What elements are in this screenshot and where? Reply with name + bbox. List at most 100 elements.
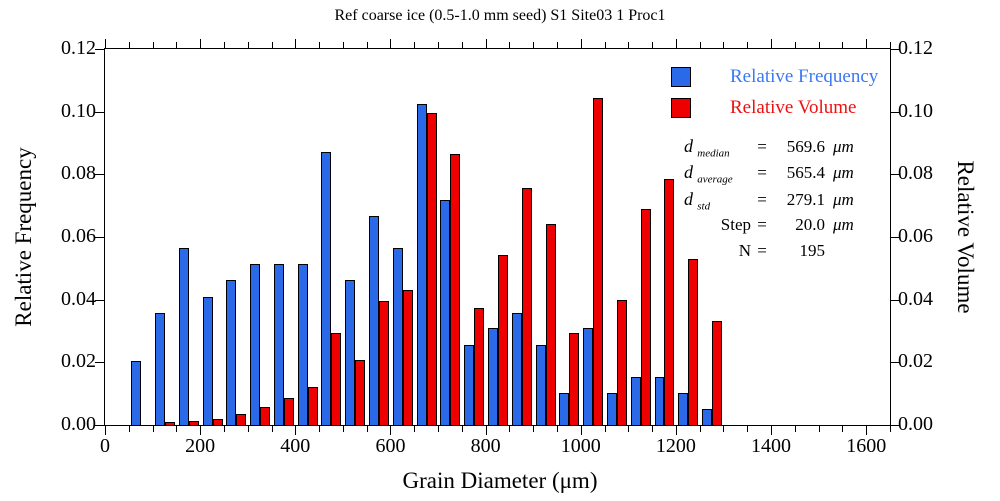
- frequency-bar-1000: [583, 328, 594, 425]
- x-tick-top-1450: [794, 42, 796, 48]
- frequency-bar-1200: [678, 392, 689, 425]
- x-tick-bottom-1200: [675, 426, 677, 435]
- y-tick-label-left-0.12: 0.12: [61, 37, 96, 59]
- y-tick-right-4: [891, 174, 900, 176]
- x-tick-bottom-650: [414, 426, 416, 432]
- y-tick-label-right-0.08: 0.08: [898, 162, 933, 185]
- legend-label-volume: Relative Volume: [730, 96, 857, 118]
- x-tick-bottom-1500: [818, 426, 820, 432]
- y-tick-left-1: [95, 362, 104, 364]
- x-tick-bottom-1650: [890, 426, 891, 432]
- volume-bar-300: [260, 406, 271, 425]
- x-tick-label-1400: 1400: [751, 435, 792, 457]
- x-tick-bottom-1050: [604, 426, 606, 432]
- y-axis-title-right: Relative Volume: [953, 160, 978, 314]
- frequency-bar-500: [345, 280, 356, 425]
- volume-bar-1000: [593, 97, 604, 425]
- y-tick-left-3: [95, 237, 104, 238]
- x-tick-top-450: [319, 42, 321, 48]
- frequency-bar-1050: [606, 392, 617, 425]
- frequency-bar-850: [511, 312, 522, 425]
- y-tick-label-left-0.00: 0.00: [61, 413, 96, 435]
- frequency-bar-300: [250, 264, 261, 425]
- frequency-bar-1150: [654, 376, 665, 425]
- x-tick-top-600: [390, 39, 392, 48]
- volume-bar-950: [569, 332, 580, 425]
- stat-equals: =: [757, 137, 767, 156]
- x-tick-bottom-300: [247, 426, 249, 432]
- volume-bar-800: [497, 254, 508, 425]
- volume-bar-200: [212, 419, 223, 425]
- y-tick-left-2: [95, 299, 104, 301]
- stat-equals: =: [757, 163, 767, 183]
- y-tick-right-3: [891, 237, 900, 238]
- x-tick-bottom-1400: [771, 426, 773, 435]
- x-tick-top-100: [152, 42, 154, 48]
- volume-bar-700: [450, 154, 461, 425]
- stat-label: d median: [684, 136, 730, 160]
- stat-unit: μm: [833, 189, 854, 209]
- x-tick-top-1150: [652, 42, 654, 48]
- x-tick-top-350: [271, 42, 273, 48]
- x-tick-bottom-1300: [723, 426, 725, 432]
- x-tick-bottom-1250: [699, 426, 701, 432]
- x-tick-bottom-200: [200, 426, 202, 435]
- x-tick-top-650: [414, 42, 416, 48]
- x-tick-top-150: [176, 42, 178, 48]
- x-tick-label-1200: 1200: [655, 435, 696, 457]
- volume-bar-100: [164, 422, 175, 425]
- x-tick-bottom-550: [366, 426, 368, 432]
- y-tick-right-0: [891, 425, 900, 426]
- volume-bar-350: [283, 398, 294, 425]
- x-tick-label-600: 600: [375, 435, 406, 457]
- x-tick-bottom-850: [509, 426, 511, 432]
- x-tick-top-1500: [818, 42, 820, 48]
- x-tick-bottom-600: [390, 426, 392, 435]
- volume-bar-1250: [712, 320, 723, 425]
- x-tick-top-1650: [890, 42, 891, 48]
- frequency-bar-750: [464, 344, 475, 425]
- volume-bar-750: [474, 307, 485, 425]
- x-tick-bottom-750: [461, 426, 463, 432]
- y-tick-label-left-0.08: 0.08: [61, 162, 96, 185]
- y-tick-right-5: [891, 111, 900, 113]
- stat-label: d std: [684, 188, 711, 212]
- x-tick-top-300: [247, 42, 249, 48]
- x-tick-bottom-1150: [652, 426, 654, 432]
- legend-swatch-volume-icon: [671, 97, 691, 118]
- frequency-bar-900: [535, 344, 546, 425]
- volume-bar-1050: [616, 299, 627, 425]
- legend-item-frequency: Relative Frequency: [671, 66, 878, 87]
- stat-row-median: d median = 569.6 μm: [684, 136, 854, 160]
- stat-row-average: d average = 565.4 μm: [684, 162, 854, 185]
- x-tick-top-1100: [628, 42, 630, 48]
- frequency-bar-1250: [702, 409, 713, 425]
- x-tick-top-800: [485, 39, 487, 48]
- frequency-bar-550: [369, 216, 380, 425]
- volume-bar-250: [236, 414, 247, 425]
- x-tick-top-1200: [675, 39, 677, 48]
- y-tick-label-left-0.10: 0.10: [61, 99, 96, 122]
- y-tick-label-left-0.02: 0.02: [61, 350, 96, 373]
- stat-equals: =: [757, 241, 767, 261]
- legend-item-volume: Relative Volume: [671, 97, 856, 118]
- stat-value: 569.6: [786, 137, 825, 156]
- volume-bar-650: [426, 113, 437, 425]
- y-tick-label-right-0.06: 0.06: [898, 225, 933, 247]
- x-tick-label-0: 0: [100, 435, 110, 457]
- volume-bar-550: [379, 301, 390, 425]
- x-tick-label-200: 200: [185, 435, 216, 457]
- x-tick-bottom-0: [105, 426, 106, 435]
- y-tick-label-left-0.06: 0.06: [61, 225, 96, 247]
- volume-bar-1150: [664, 178, 675, 425]
- x-tick-top-550: [366, 42, 368, 48]
- y-tick-label-right-0.04: 0.04: [898, 287, 933, 310]
- x-tick-top-950: [556, 42, 558, 48]
- frequency-bar-700: [440, 200, 451, 425]
- stat-row-std: d std = 279.1 μm: [684, 188, 854, 212]
- frequency-bar-50: [131, 360, 142, 425]
- stat-value: 20.0: [795, 214, 825, 234]
- stat-value: 279.1: [786, 189, 825, 209]
- x-tick-bottom-350: [271, 426, 273, 432]
